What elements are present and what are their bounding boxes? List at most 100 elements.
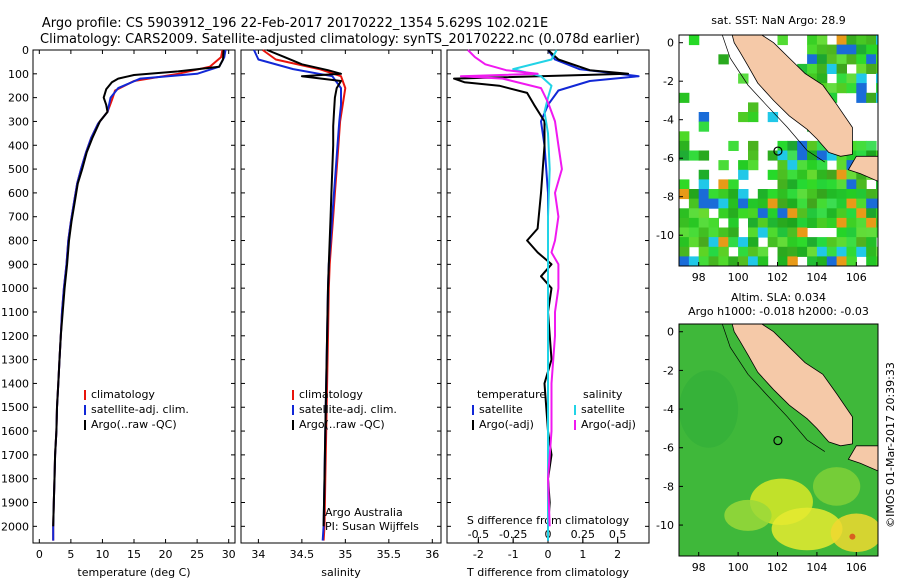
sst-cell [698,150,710,161]
legend-entry: Argo(-adj) [581,418,636,431]
sst-cell [698,208,710,219]
y-tick-label: 200 [8,92,29,105]
sst-cell [777,140,788,151]
sst-cell [757,189,769,200]
sst-cell [856,63,867,74]
sst-cell [846,246,857,257]
bathymetry-contour [721,324,825,452]
annotation-text: Argo Australia [325,506,403,519]
legend-entry: climatology [91,388,155,401]
sst-cell [866,54,877,65]
legend-entry: Argo(..raw -QC) [299,418,385,431]
sst-cell [728,227,739,238]
sst-cell [836,198,847,209]
sst-cell [807,198,818,209]
sst-cell [807,208,818,219]
sst-cell [688,208,700,219]
sst-cell [708,256,719,266]
sst-cell [826,217,838,228]
land-sumatra [731,324,878,447]
sst-cell [807,63,818,74]
sst-cell [856,92,867,103]
map-title: sat. SST: NaN Argo: 28.9 [711,14,845,27]
salinity-profile-panel: 34 34.5 35 35.5 36 salinity climatology satelli… [240,49,442,579]
sst-cell [679,131,690,142]
sst-cell [757,227,769,238]
sst-cell [816,63,828,74]
sst-cell [807,179,818,190]
sst-cell [777,198,788,209]
sst-cell [748,150,759,161]
sst-cell [856,44,867,55]
land-sumatra [731,35,878,157]
bathymetry-contour [721,35,825,163]
sst-cell [797,189,808,200]
sst-cell [866,237,877,248]
sst-cell [816,208,828,219]
y-tick-label: -6 [663,442,674,455]
sst-cell [816,237,828,248]
sst-cell [748,208,759,219]
sst-cell [807,160,818,171]
sst-cell [767,217,779,228]
sst-cell [826,198,838,209]
y-tick-label: 500 [8,163,29,176]
sst-cell [846,169,857,180]
sst-cell [698,112,710,123]
sst-cell [816,198,828,209]
sst-cell [856,227,867,238]
sst-cell [856,189,867,200]
sst-cell [856,246,867,257]
x-tick-label: 0 [545,548,552,561]
argo-position-marker [773,435,783,446]
sst-cell [826,179,838,190]
sst-cell [757,198,769,209]
sst-cell [787,237,798,248]
sst-cell [787,256,798,266]
sst-cell [836,227,847,238]
sst-cell [748,102,759,113]
y-tick-label: 0 [667,37,674,50]
sst-cell [826,208,838,219]
sst-cell [797,63,808,74]
sst-cell [767,198,779,209]
sst-cell [698,169,710,180]
sst-cell [826,150,838,161]
sst-cell [876,198,878,209]
x-tick-label: 100 [728,561,749,574]
sst-cell [679,256,690,266]
sst-cell [846,198,857,209]
y-tick-label: 1500 [1,401,29,414]
sst-cell [807,189,818,200]
sst-cell [836,54,847,65]
sst-cell [846,150,857,161]
sst-cell [757,217,769,228]
sst-cell [728,208,739,219]
sst-cell [708,198,719,209]
sst-cell [698,237,710,248]
sst-cell [679,140,690,151]
sst-cell [787,150,798,161]
sst-cell [876,179,878,190]
sst-cell [738,237,749,248]
legend-entry: Argo(-adj) [479,418,534,431]
sst-cell [698,198,710,209]
sst-cell [718,256,729,266]
sst-cell [767,227,779,238]
sst-cell [836,63,847,74]
sst-cell [797,227,808,238]
x-top-tick-label: 0.25 [571,528,596,541]
sla-hotspot [849,533,856,540]
sst-cell [767,208,779,219]
y-tick-label: 300 [8,115,29,128]
map-title: Argo h1000: -0.018 h2000: -0.03 [688,305,869,318]
land-java [847,445,878,472]
sst-cell [748,256,759,266]
sst-cell [688,189,700,200]
sst-cell [777,189,788,200]
sst-cell [787,198,798,209]
sst-cell [836,169,847,180]
y-tick-label: 700 [8,211,29,224]
sst-cell [797,208,808,219]
sst-cell [846,179,857,190]
